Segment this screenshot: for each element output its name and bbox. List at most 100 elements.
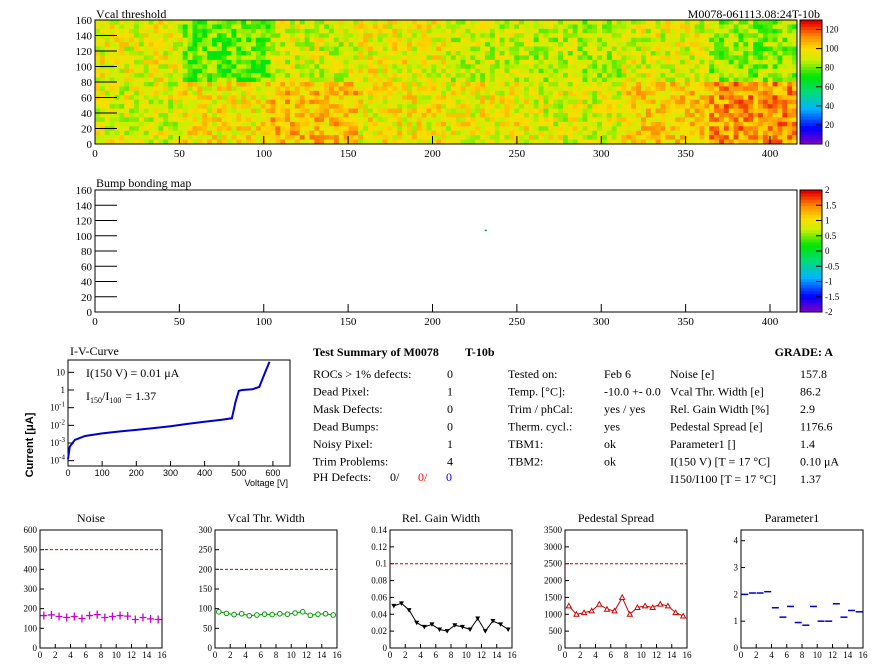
vcal-pixel [480,126,486,132]
vcal-pixel [134,130,140,136]
vcal-pixel [626,108,632,114]
vcal-pixel [314,86,320,92]
vcal-pixel [499,68,505,74]
vcal-pixel [407,104,413,109]
iv-curve-line [67,361,271,460]
vcal-pixel [251,82,257,87]
vcal-pixel [748,95,754,101]
vcal-pixel [602,68,608,74]
vcal-pixel [368,51,374,56]
bump-xtick-label: 150 [340,316,357,328]
vcal-pixel [187,28,193,34]
vcal-pixel [407,90,413,96]
vcal-pixel [621,24,627,30]
vcal-pixel [285,64,291,70]
vcal-pixel [597,104,603,109]
vcal-pixel [299,37,305,43]
bump-palette-tick-label: 0 [825,246,830,256]
vcal-pixel [519,28,525,34]
vcal-pixel [641,59,647,65]
vcal-pixel [158,55,164,61]
bump-palette-cell [800,275,822,279]
vcal-pixel [460,117,466,123]
vcal-pixel [655,24,661,30]
vcal-pixel [782,42,788,47]
vcal-pixel [689,20,695,25]
vcal-pixel [728,37,734,43]
mini-point [406,608,412,613]
vcal-pixel [489,20,496,25]
vcal-pixel [372,55,379,61]
vcal-pixel [411,64,418,70]
bump-title: Bump bonding map [96,176,191,190]
vcal-pixel [163,20,169,25]
vcal-pixel [153,68,159,74]
vcal-pixel [285,113,291,118]
vcal-pixel [446,126,452,132]
vcal-pixel [212,37,218,43]
vcal-pixel [514,64,520,70]
vcal-pixel [426,117,432,123]
vcal-pixel [109,77,115,83]
vcal-pixel [265,108,271,114]
vcal-pixel [499,130,505,136]
vcal-pixel [397,82,403,87]
vcal-pixel [675,130,681,136]
vcal-pixel [372,37,379,43]
vcal-pixel [231,95,237,101]
vcal-pixel [514,59,520,65]
vcal-pixel [285,139,291,145]
vcal-pixel [563,90,569,96]
vcal-pixel [221,64,227,70]
vcal-pixel [431,104,437,109]
vcal-pixel [782,104,788,109]
vcal-pixel [275,42,281,47]
vcal-pixel [709,126,715,132]
vcal-pixel [324,51,330,56]
mini-point [467,627,473,632]
vcal-pixel [753,104,759,109]
vcal-pixel [699,117,705,123]
vcal-pixel [426,130,432,136]
vcal-pixel [480,33,486,39]
vcal-pixel [738,139,744,145]
vcal-pixel [270,77,276,83]
vcal-pixel [631,126,637,132]
vcal-pixel [602,59,608,65]
vcal-pixel [216,108,223,114]
vcal-pixel [450,64,457,70]
vcal-pixel [733,64,739,70]
vcal-pixel [158,51,164,56]
vcal-pixel [509,135,515,140]
vcal-pixel [168,68,174,74]
vcal-pixel [738,33,744,39]
vcal-pixel [265,86,271,92]
vcal-pixel [338,104,344,109]
vcal-pixel [577,42,583,47]
vcal-pixel [95,51,101,56]
vcal-pixel [304,104,310,109]
vcal-pixel [280,117,286,123]
vcal-pixel [153,99,159,105]
vcal-pixel [236,73,242,78]
vcal-pixel [748,108,754,114]
vcal-pixel [387,20,393,25]
vcal-pixel [343,33,349,39]
vcal-pixel [168,77,174,83]
bump-palette-tick-label: 0.5 [825,231,837,241]
vcal-pixel [182,117,188,123]
vcal-pixel [134,73,140,78]
vcal-pixel [441,68,447,74]
vcal-pixel [353,73,359,78]
vcal-pixel [699,73,705,78]
vcal-pixel [343,24,349,30]
vcal-pixel [675,42,681,47]
vcal-pixel [280,51,286,56]
mini-xtick-label: 4 [68,650,73,660]
bump-ytick-label: 120 [76,216,93,228]
vcal-pixel [587,95,593,101]
vcal-pixel [480,42,486,47]
vcal-pixel [460,104,466,109]
vcal-pixel [543,90,549,96]
